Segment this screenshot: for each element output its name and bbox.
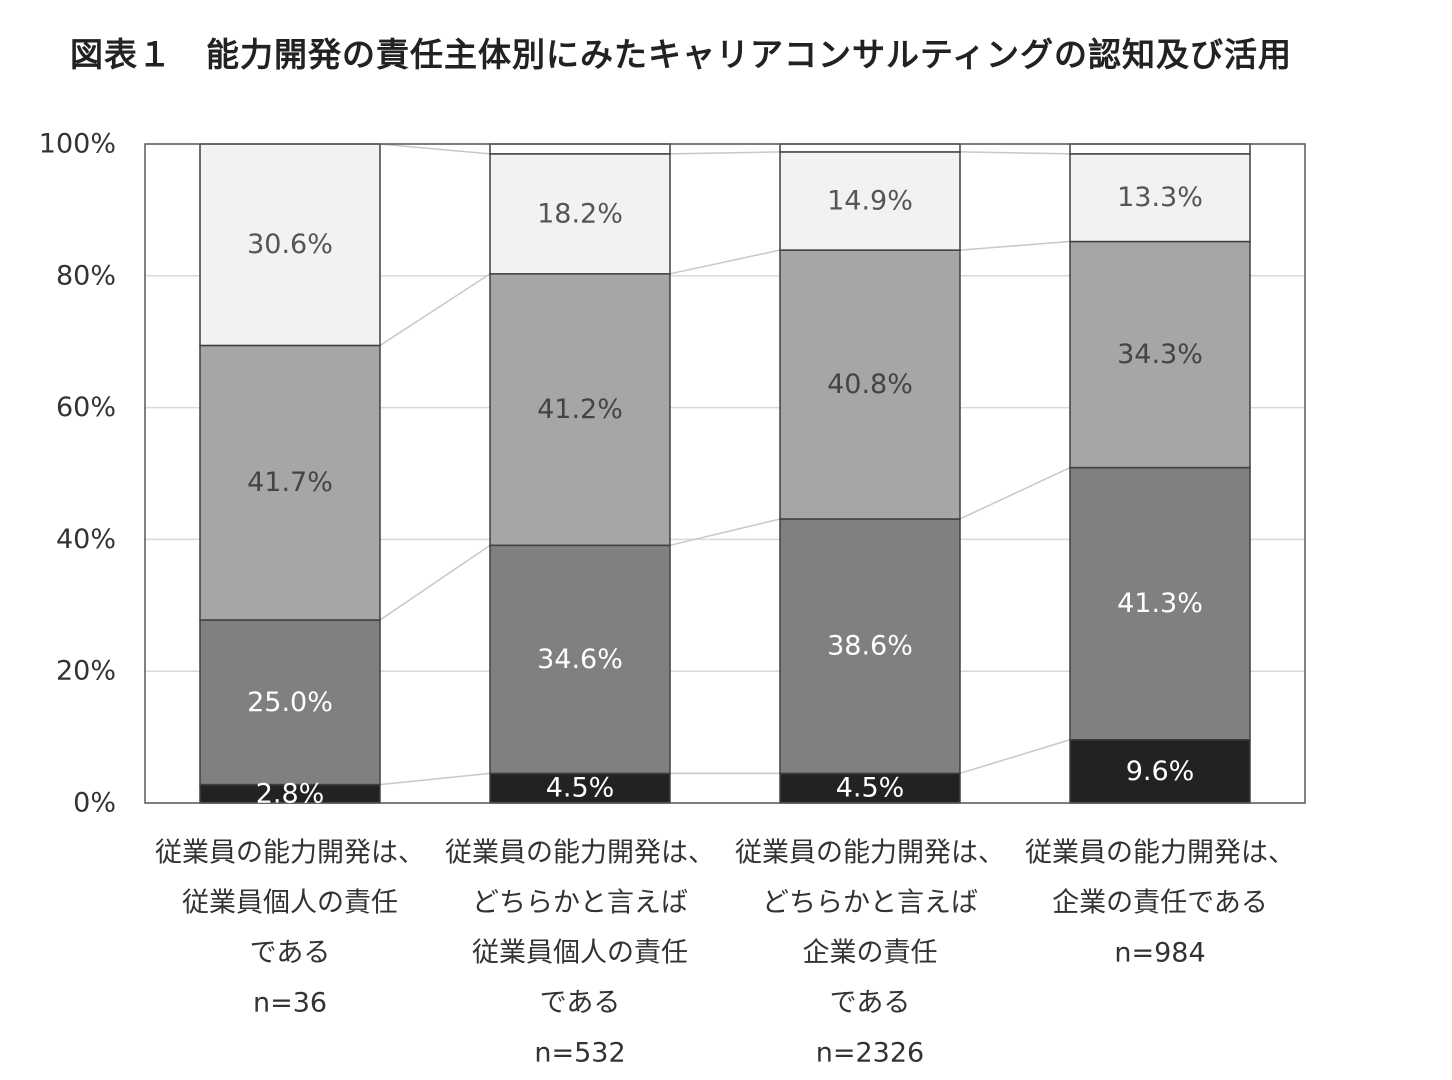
- data-label: 25.0%: [247, 687, 333, 718]
- bar-segment: [489, 153, 671, 275]
- plot-frame: [144, 143, 1306, 804]
- data-label: 14.9%: [827, 186, 913, 217]
- x-label-line: n=984: [1114, 938, 1205, 969]
- data-label: 40.8%: [827, 369, 913, 400]
- x-label-line: 従業員の能力開発は、: [735, 838, 1005, 869]
- bar-segment: [779, 151, 961, 251]
- data-label: 30.6%: [247, 229, 333, 260]
- bar-segment: [489, 544, 671, 775]
- x-label-line: 従業員の能力開発は、: [155, 838, 425, 869]
- x-label-line: である: [830, 988, 911, 1019]
- data-label: 18.2%: [537, 198, 623, 229]
- data-label: 2.8%: [256, 778, 325, 809]
- y-tick-label: 100%: [39, 129, 116, 160]
- y-axis: 0% 20% 40% 60% 80% 100%: [39, 129, 116, 819]
- series-line: [959, 151, 1071, 155]
- x-label-line: どちらかと言えば: [762, 888, 978, 919]
- x-category-label: 従業員の能力開発は、企業の責任である n=984: [1025, 838, 1295, 969]
- series-line: [669, 249, 781, 275]
- data-label: 41.3%: [1117, 588, 1203, 619]
- y-tick-label: 40%: [56, 524, 116, 555]
- data-label: 13.3%: [1117, 182, 1203, 213]
- x-label-line: 企業の責任である: [1052, 888, 1268, 919]
- data-label: 34.3%: [1117, 339, 1203, 370]
- chart-title: 図表１ 能力開発の責任主体別にみたキャリアコンサルティングの認知及び活用: [70, 35, 1293, 74]
- data-label: 34.6%: [537, 644, 623, 675]
- x-label-line: n=2326: [816, 1038, 924, 1069]
- x-label-line: n=532: [534, 1038, 625, 1069]
- x-label-line: 従業員個人の責任: [472, 938, 688, 969]
- y-tick-label: 80%: [56, 260, 116, 291]
- series-line: [379, 143, 491, 155]
- x-label-line: 従業員の能力開発は、: [445, 838, 715, 869]
- bar-segment: [1069, 466, 1251, 741]
- series-line: [379, 772, 491, 786]
- y-tick-label: 0%: [73, 788, 116, 819]
- series-line: [959, 240, 1071, 251]
- bars: [199, 143, 1251, 804]
- bar-segment: [779, 249, 961, 520]
- x-label-line: n=36: [253, 988, 327, 1019]
- y-tick-label: 60%: [56, 392, 116, 423]
- series-line: [669, 151, 781, 155]
- bar-segment: [779, 143, 961, 153]
- x-label-line: 従業員の能力開発は、: [1025, 838, 1295, 869]
- bar-segment: [1069, 153, 1251, 243]
- data-label: 38.6%: [827, 631, 913, 662]
- series-line: [379, 544, 491, 621]
- series-line: [379, 273, 491, 347]
- x-label-line: 従業員個人の責任: [182, 888, 398, 919]
- data-labels: 2.8% 4.5% 4.5% 9.6% 25.0% 34.6% 38.6% 41.3% 41.7…: [247, 182, 1203, 809]
- bar-segment: [489, 273, 671, 547]
- data-label: 4.5%: [836, 773, 905, 804]
- bar-segment: [779, 518, 961, 775]
- bar-segment: [199, 619, 381, 786]
- series-line: [959, 466, 1071, 520]
- data-label: 41.7%: [247, 467, 333, 498]
- plot-border: [144, 143, 1306, 804]
- bar-segment: [199, 344, 381, 621]
- bar-segment: [1069, 738, 1251, 804]
- series-line: [959, 739, 1071, 775]
- bar-segment: [489, 772, 671, 804]
- bar-segment: [489, 143, 671, 155]
- y-tick-label: 20%: [56, 656, 116, 687]
- x-label-line: である: [250, 938, 331, 969]
- series-line: [669, 518, 781, 547]
- data-label: 41.2%: [537, 394, 623, 425]
- series-lines: [379, 143, 1071, 786]
- x-label-line: である: [540, 988, 621, 1019]
- x-label-line: 企業の責任: [803, 938, 938, 969]
- bar-segment: [1069, 143, 1251, 155]
- x-label-line: どちらかと言えば: [472, 888, 688, 919]
- bar-segment: [199, 143, 381, 347]
- data-label: 9.6%: [1126, 756, 1195, 787]
- data-label: 4.5%: [546, 773, 615, 804]
- x-axis: 従業員の能力開発は、従業員個人の責任であるn=36従業員の能力開発は、どちらかと…: [155, 838, 1295, 1069]
